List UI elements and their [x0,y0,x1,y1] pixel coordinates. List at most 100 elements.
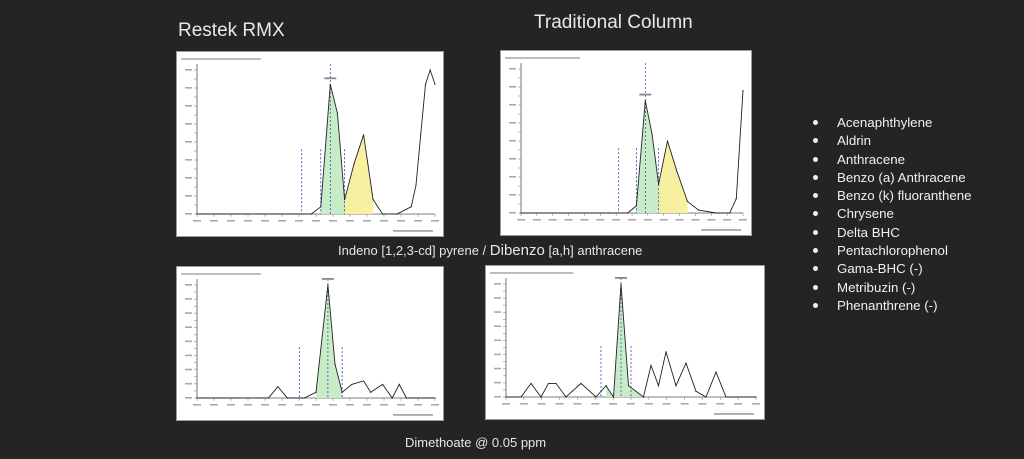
x-tick-label [278,220,286,222]
y-tick-label [185,213,192,215]
y-tick-label [509,158,516,160]
bullet-icon [813,302,818,308]
x-tick-label [555,403,564,405]
data-point [705,396,707,398]
data-point [398,383,400,386]
compound-item: Benzo (k) fluoranthene [813,187,972,205]
y-tick-label [494,367,501,370]
data-point [675,385,677,387]
x-tick-label [397,220,405,222]
x-tick-label [532,219,541,221]
x-tick-label [244,404,252,406]
data-point [520,212,522,214]
compound-list: Acenaphthylene Aldrin Anthracene Benzo (a) … [813,114,972,315]
x-tick-label [312,220,320,222]
data-point [343,199,346,201]
y-tick-label [509,194,516,196]
x-tick-label [519,403,528,405]
x-tick-label [517,219,525,221]
x-tick-label [752,403,760,405]
data-point [415,184,417,186]
data-point [424,83,427,85]
x-tick-label [659,219,668,221]
y-tick-label [185,87,192,89]
chromatogram-trace [521,90,744,214]
x-tick-label [644,403,653,405]
data-point [303,397,305,399]
bullet-icon [813,248,818,254]
x-tick-label [662,403,671,405]
data-point [686,200,689,203]
compound-item: Gama-BHC (-) [813,260,972,278]
x-axis-label [393,230,433,232]
x-tick-label [609,403,618,405]
data-point [729,212,731,214]
data-point [505,396,507,398]
data-point [620,283,622,285]
chromatogram-traditional-indeno [500,50,752,236]
data-point [244,213,246,215]
data-point [564,212,566,214]
data-point [547,382,550,385]
compound-label: Phenanthrene (-) [837,297,938,313]
data-point [315,391,317,393]
x-tick-label [346,404,354,406]
data-point [267,397,269,399]
x-tick-label [628,219,636,221]
x-tick-label [643,219,652,221]
chart-svg [181,58,439,232]
data-point [277,386,279,388]
compound-label: Aldrin [837,133,871,149]
data-point [626,212,629,214]
y-tick-label [185,69,192,71]
x-tick-label [627,403,635,405]
y-tick-label [509,86,516,88]
caption-part-a: Indeno [1,2,3-cd] pyrene / [338,243,490,258]
compound-item: Anthracene [813,151,972,169]
x-tick-label [691,219,700,221]
data-point [405,397,408,399]
x-tick-label [295,220,303,222]
x-tick-label [380,220,388,222]
bullet-icon [813,284,818,290]
x-tick-label [261,404,269,406]
data-point [658,183,660,185]
y-tick-label [494,297,501,299]
compound-label: Acenaphthylene [837,115,933,130]
y-tick-label [494,339,501,342]
compound-label: Chrysene [837,206,894,222]
y-tick-label [185,159,192,161]
x-tick-label [210,404,218,406]
data-point [310,213,312,215]
compound-item: Acenaphthylene [813,114,972,132]
data-point [353,163,355,165]
x-tick-label [734,403,743,405]
data-point [565,396,567,398]
data-point [196,213,198,215]
x-tick-label [227,220,235,222]
data-point [657,385,660,387]
x-tick-label [380,404,388,406]
data-point [329,83,331,85]
compound-item: Chrysene [813,205,972,223]
compound-label: Delta BHC [837,224,900,240]
data-point [675,169,677,171]
peak-region-green [316,285,343,398]
x-tick-label [698,403,707,405]
x-axis-label [701,229,741,231]
data-point [698,209,700,211]
data-point [530,382,532,385]
x-tick-label [295,404,303,406]
bullet-icon [813,193,818,199]
header-line [181,273,261,275]
data-point [341,391,343,393]
y-tick-label [185,312,192,314]
data-point [410,206,412,208]
header-line [181,58,261,60]
bullet-icon [813,138,818,144]
x-tick-label [707,219,716,221]
caption-part-c: [a,h] anthracene [544,243,643,258]
y-tick-label [509,104,516,106]
bullet-icon [813,229,818,235]
chromatogram-traditional-dimethoate [485,265,765,420]
